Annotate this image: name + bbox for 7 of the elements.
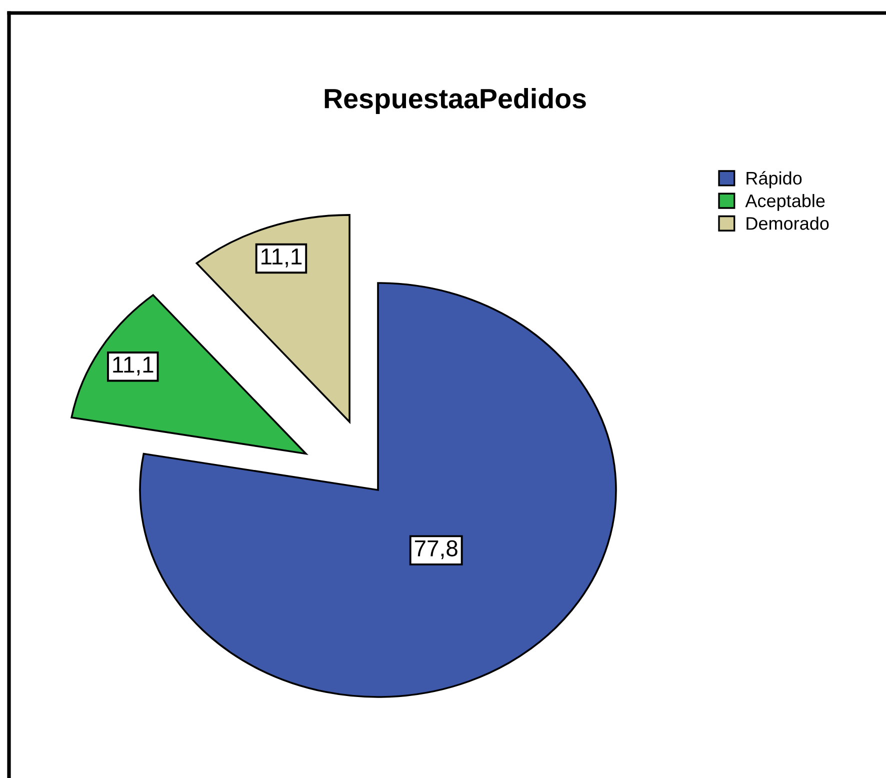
legend-label: Rápido [746, 171, 802, 188]
legend-label: Demorado [746, 216, 829, 230]
data-label: 77,8 [414, 540, 458, 560]
legend-label: Aceptable [745, 194, 825, 211]
data-label: 11,1 [262, 248, 302, 268]
chart-title: RespuestaaPedidos [324, 88, 586, 114]
data-label: 11,1 [113, 356, 154, 376]
